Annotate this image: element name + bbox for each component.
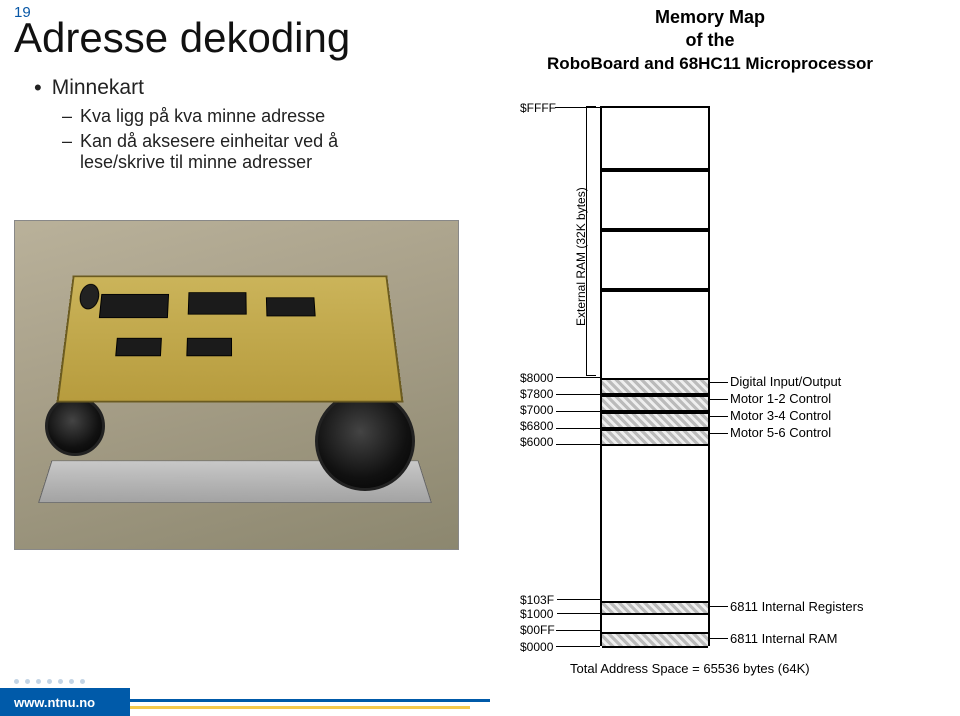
addr-leader <box>556 411 600 412</box>
addr-leader <box>556 377 600 378</box>
addr-leader <box>557 599 600 600</box>
desc-leader <box>710 606 728 607</box>
memmap-region-m56 <box>602 429 708 446</box>
addr-7800: $7800 <box>520 387 553 401</box>
desc-m56: Motor 5-6 Control <box>730 425 831 440</box>
chip-icon <box>186 338 232 356</box>
addr-6000: $6000 <box>520 435 553 449</box>
addr-0000: $0000 <box>520 640 553 654</box>
footer-yellow-line <box>130 706 470 709</box>
addr-leader <box>555 107 600 108</box>
memmap-region-m12 <box>602 395 708 412</box>
addr-103f: $103F <box>520 593 554 607</box>
bullet-dash-icon: – <box>62 131 72 152</box>
bullet-dash-icon: – <box>62 106 72 127</box>
desc-m12: Motor 1-2 Control <box>730 391 831 406</box>
robot-wheel-right <box>315 391 415 491</box>
addr-7000: $7000 <box>520 403 553 417</box>
memmap-side-label: External RAM (32K bytes) <box>574 187 588 326</box>
desc-dio: Digital Input/Output <box>730 374 841 389</box>
chip-icon <box>266 297 316 316</box>
bullet-level2: – Kan då aksesere einheitar ved å lese/s… <box>62 131 400 173</box>
desc-leader <box>710 416 728 417</box>
desc-leader <box>710 433 728 434</box>
memmap-total: Total Address Space = 65536 bytes (64K) <box>570 661 810 676</box>
robot-photo <box>14 220 459 550</box>
addr-leader <box>557 613 600 614</box>
memmap-region-m34 <box>602 412 708 429</box>
robot-wheel-left <box>45 396 105 456</box>
capacitor-icon <box>78 284 100 310</box>
addr-leader <box>556 630 600 631</box>
footer-blue-line <box>130 699 490 702</box>
bullet-l2a-text: Kva ligg på kva minne adresse <box>80 106 325 127</box>
memmap-region-dio <box>602 378 708 395</box>
bullet-level2: – Kva ligg på kva minne adresse <box>62 106 400 127</box>
bullet-l1-text: Minnekart <box>52 76 144 100</box>
addr-ffff: $FFFF <box>520 101 556 115</box>
robot-pcb <box>56 276 403 403</box>
memmap-box <box>600 106 710 646</box>
addr-leader <box>556 646 600 647</box>
memmap-ram-line <box>602 168 708 172</box>
bullet-level1: • Minnekart <box>34 76 400 100</box>
desc-iram: 6811 Internal RAM <box>730 631 837 646</box>
desc-leader <box>710 638 728 639</box>
desc-leader <box>710 382 728 383</box>
memmap-title: Memory Map of the RoboBoard and 68HC11 M… <box>470 6 950 75</box>
footer-url: www.ntnu.no <box>0 688 130 716</box>
memmap-title-line2: of the <box>470 29 950 52</box>
addr-6800: $6800 <box>520 419 553 433</box>
chip-icon <box>115 338 162 356</box>
addr-leader <box>556 428 600 429</box>
memory-map-diagram: Memory Map of the RoboBoard and 68HC11 M… <box>470 6 950 686</box>
memmap-title-line1: Memory Map <box>470 6 950 29</box>
desc-regs: 6811 Internal Registers <box>730 599 863 614</box>
addr-1000: $1000 <box>520 607 553 621</box>
chip-icon <box>99 294 169 318</box>
memmap-title-line3: RoboBoard and 68HC11 Microprocessor <box>470 53 950 75</box>
addr-leader <box>556 394 600 395</box>
bullet-l2b-text: Kan då aksesere einheitar ved å lese/skr… <box>80 131 400 173</box>
addr-leader <box>556 444 600 445</box>
addr-00ff: $00FF <box>520 623 555 637</box>
memmap-ram-line <box>602 228 708 232</box>
chip-icon <box>188 292 247 314</box>
memmap-region-iram <box>602 632 708 648</box>
slide-footer: www.ntnu.no <box>0 680 960 716</box>
memmap-region-regs <box>602 601 708 615</box>
footer-dots-icon <box>14 679 85 684</box>
memmap-ram-line <box>602 288 708 292</box>
bullet-dot-icon: • <box>34 76 42 100</box>
bullet-list: • Minnekart – Kva ligg på kva minne adre… <box>34 76 400 177</box>
addr-8000: $8000 <box>520 371 553 385</box>
slide-title: Adresse dekoding <box>14 14 350 62</box>
desc-m34: Motor 3-4 Control <box>730 408 831 423</box>
desc-leader <box>710 399 728 400</box>
